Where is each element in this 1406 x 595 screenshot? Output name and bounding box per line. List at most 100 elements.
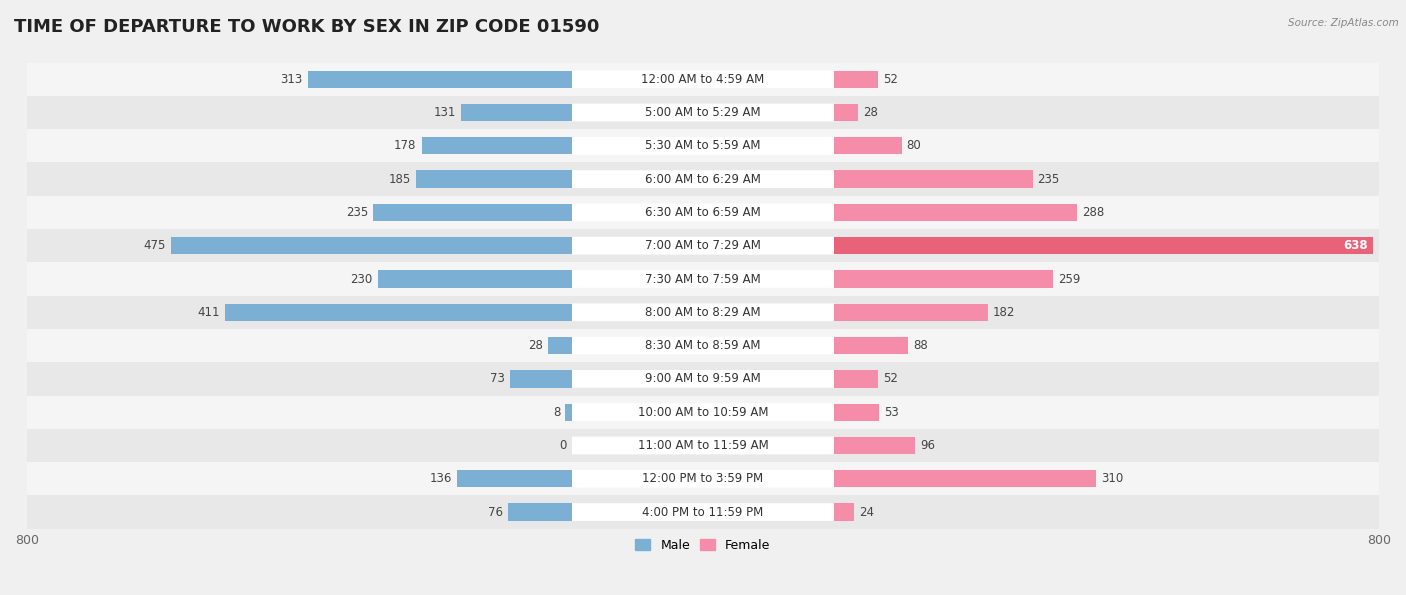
Bar [457, 470, 572, 487]
Text: 52: 52 [883, 73, 898, 86]
Text: 235: 235 [1038, 173, 1060, 186]
Text: 12:00 PM to 3:59 PM: 12:00 PM to 3:59 PM [643, 472, 763, 486]
Text: 178: 178 [394, 139, 416, 152]
Text: 131: 131 [434, 106, 457, 119]
Bar [461, 104, 572, 121]
Bar [416, 171, 572, 188]
Text: 638: 638 [1343, 239, 1368, 252]
Text: 53: 53 [884, 406, 898, 419]
Bar [27, 329, 1379, 362]
Text: 28: 28 [529, 339, 543, 352]
Bar [834, 337, 908, 354]
Text: 310: 310 [1101, 472, 1123, 486]
Text: 10:00 AM to 10:59 AM: 10:00 AM to 10:59 AM [638, 406, 768, 419]
Bar [834, 470, 1095, 487]
Text: 182: 182 [993, 306, 1015, 319]
Text: 6:00 AM to 6:29 AM: 6:00 AM to 6:29 AM [645, 173, 761, 186]
Bar [27, 396, 1379, 429]
Bar [834, 104, 858, 121]
Bar [378, 270, 572, 287]
Bar [27, 362, 1379, 396]
Legend: Male, Female: Male, Female [630, 534, 776, 557]
Bar [834, 503, 855, 521]
Text: 185: 185 [388, 173, 411, 186]
FancyBboxPatch shape [572, 170, 834, 188]
Bar [27, 129, 1379, 162]
Text: 6:30 AM to 6:59 AM: 6:30 AM to 6:59 AM [645, 206, 761, 219]
Bar [27, 229, 1379, 262]
Bar [508, 503, 572, 521]
Text: 52: 52 [883, 372, 898, 386]
Text: 8:00 AM to 8:29 AM: 8:00 AM to 8:29 AM [645, 306, 761, 319]
Bar [374, 203, 572, 221]
FancyBboxPatch shape [572, 337, 834, 355]
Text: TIME OF DEPARTURE TO WORK BY SEX IN ZIP CODE 01590: TIME OF DEPARTURE TO WORK BY SEX IN ZIP … [14, 18, 599, 36]
Bar [225, 303, 572, 321]
Text: 5:00 AM to 5:29 AM: 5:00 AM to 5:29 AM [645, 106, 761, 119]
Bar [27, 62, 1379, 96]
Bar [834, 237, 1374, 255]
Bar [27, 296, 1379, 329]
FancyBboxPatch shape [572, 104, 834, 121]
Bar [170, 237, 572, 255]
Text: 76: 76 [488, 506, 503, 519]
Text: 288: 288 [1083, 206, 1105, 219]
Text: 24: 24 [859, 506, 875, 519]
Text: 7:00 AM to 7:29 AM: 7:00 AM to 7:29 AM [645, 239, 761, 252]
FancyBboxPatch shape [572, 203, 834, 221]
FancyBboxPatch shape [572, 370, 834, 388]
Text: 5:30 AM to 5:59 AM: 5:30 AM to 5:59 AM [645, 139, 761, 152]
Bar [27, 429, 1379, 462]
Text: 411: 411 [197, 306, 219, 319]
Bar [27, 196, 1379, 229]
Text: 80: 80 [907, 139, 921, 152]
Bar [834, 137, 901, 155]
Text: 28: 28 [863, 106, 877, 119]
Text: 475: 475 [143, 239, 166, 252]
Text: 96: 96 [920, 439, 935, 452]
FancyBboxPatch shape [572, 470, 834, 488]
Bar [834, 71, 877, 88]
Text: 0: 0 [560, 439, 567, 452]
Bar [27, 162, 1379, 196]
Bar [27, 96, 1379, 129]
Text: 11:00 AM to 11:59 AM: 11:00 AM to 11:59 AM [638, 439, 768, 452]
Bar [565, 403, 572, 421]
Text: 235: 235 [346, 206, 368, 219]
Bar [834, 403, 879, 421]
Bar [27, 496, 1379, 529]
Text: 9:00 AM to 9:59 AM: 9:00 AM to 9:59 AM [645, 372, 761, 386]
FancyBboxPatch shape [572, 270, 834, 288]
FancyBboxPatch shape [572, 403, 834, 421]
Text: 88: 88 [914, 339, 928, 352]
Bar [27, 462, 1379, 496]
Bar [27, 262, 1379, 296]
Text: 7:30 AM to 7:59 AM: 7:30 AM to 7:59 AM [645, 273, 761, 286]
Bar [834, 303, 988, 321]
Text: 4:00 PM to 11:59 PM: 4:00 PM to 11:59 PM [643, 506, 763, 519]
FancyBboxPatch shape [572, 237, 834, 255]
Text: 8: 8 [553, 406, 560, 419]
FancyBboxPatch shape [572, 503, 834, 521]
FancyBboxPatch shape [572, 137, 834, 155]
FancyBboxPatch shape [572, 70, 834, 88]
Bar [834, 437, 915, 454]
Text: 313: 313 [280, 73, 302, 86]
Bar [834, 370, 877, 387]
Bar [422, 137, 572, 155]
Bar [548, 337, 572, 354]
Bar [510, 370, 572, 387]
Text: 73: 73 [491, 372, 505, 386]
Text: Source: ZipAtlas.com: Source: ZipAtlas.com [1288, 18, 1399, 28]
FancyBboxPatch shape [572, 303, 834, 321]
Text: 259: 259 [1057, 273, 1080, 286]
Bar [308, 71, 572, 88]
FancyBboxPatch shape [572, 437, 834, 455]
Text: 12:00 AM to 4:59 AM: 12:00 AM to 4:59 AM [641, 73, 765, 86]
Text: 136: 136 [430, 472, 453, 486]
Bar [834, 171, 1032, 188]
Bar [834, 203, 1077, 221]
Text: 230: 230 [350, 273, 373, 286]
Bar [834, 270, 1053, 287]
Text: 8:30 AM to 8:59 AM: 8:30 AM to 8:59 AM [645, 339, 761, 352]
